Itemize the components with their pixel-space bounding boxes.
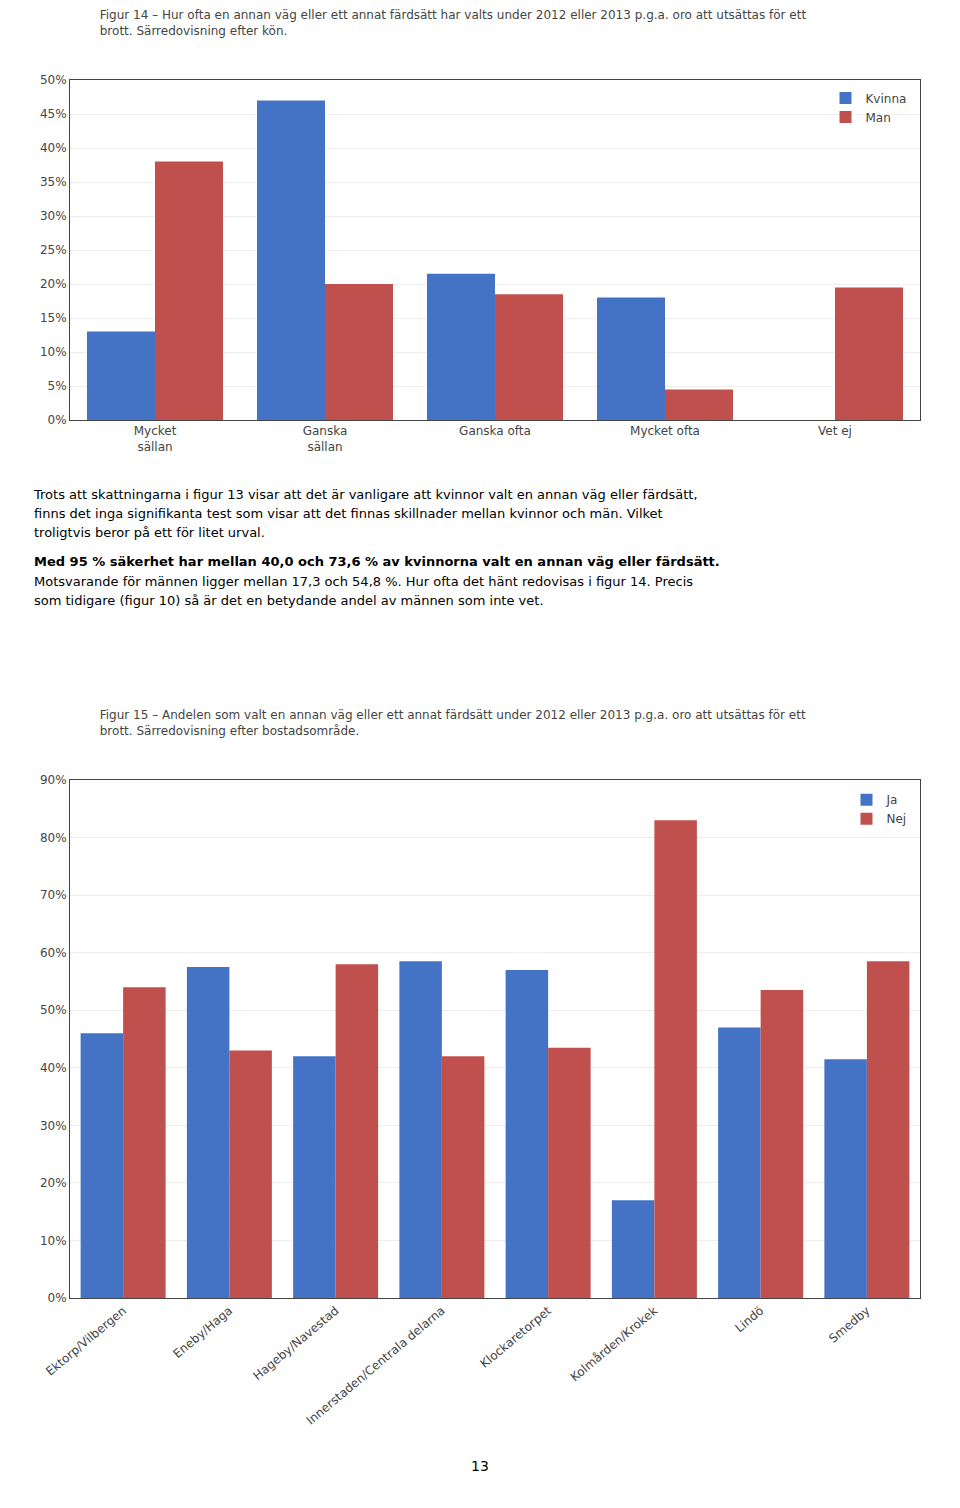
svg-text:Hageby/Navestad: Hageby/Navestad (251, 1304, 342, 1383)
svg-text:Smedby: Smedby (826, 1304, 873, 1346)
html-text:13: 13 (471, 1458, 489, 1474)
svg-text:30%: 30% (40, 209, 67, 223)
svg-text:20%: 20% (40, 1176, 67, 1190)
svg-text:0%: 0% (48, 1291, 67, 1305)
svg-text:Mycket ofta: Mycket ofta (630, 424, 700, 438)
svg-text:Figur 14 – Hur ofta en annan v: Figur 14 – Hur ofta en annan väg eller e… (100, 8, 807, 38)
svg-text:Vet ej: Vet ej (818, 424, 852, 438)
html-text:Trots att skattningarna i figu: Trots att skattningarna i figur 13 visar… (34, 487, 698, 540)
svg-text:70%: 70% (40, 888, 67, 902)
svg-text:60%: 60% (40, 946, 67, 960)
svg-text:35%: 35% (40, 175, 67, 189)
svg-text:40%: 40% (40, 141, 67, 155)
svg-text:25%: 25% (40, 243, 67, 257)
svg-text:10%: 10% (40, 1234, 67, 1248)
svg-text:Kolmården/Krokek: Kolmården/Krokek (568, 1304, 661, 1385)
svg-text:Ganska ofta: Ganska ofta (459, 424, 531, 438)
svg-text:5%: 5% (48, 379, 67, 393)
svg-text:10%: 10% (40, 345, 67, 359)
svg-text:45%: 45% (40, 107, 67, 121)
svg-text:50%: 50% (40, 73, 67, 87)
svg-text:20%: 20% (40, 277, 67, 291)
html-text:Med 95 % säkerhet har mellan 4: Med 95 % säkerhet har mellan 40,0 och 73… (34, 553, 720, 569)
svg-text:Ganskasällan: Ganskasällan (303, 424, 348, 454)
svg-text:15%: 15% (40, 311, 67, 325)
svg-text:Figur 15 – Andelen som valt en: Figur 15 – Andelen som valt en annan väg… (100, 708, 806, 738)
svg-text:50%: 50% (40, 1003, 67, 1017)
html-text:Motsvarande för männen ligger: Motsvarande för männen ligger mellan 17,… (34, 574, 694, 609)
svg-text:Innerstaden/Centrala delarna: Innerstaden/Centrala delarna (304, 1304, 448, 1428)
svg-text:Klockaretorpet: Klockaretorpet (478, 1303, 555, 1370)
svg-text:Lindö: Lindö (732, 1304, 766, 1336)
svg-text:30%: 30% (40, 1119, 67, 1133)
svg-text:Man: Man (866, 111, 891, 125)
svg-text:Ektorp/Vilbergen: Ektorp/Vilbergen (43, 1304, 129, 1379)
svg-text:Ja: Ja (886, 793, 898, 807)
svg-text:0%: 0% (48, 413, 67, 427)
svg-text:40%: 40% (40, 1061, 67, 1075)
svg-text:Mycketsällan: Mycketsällan (134, 424, 177, 454)
svg-text:80%: 80% (40, 831, 67, 845)
svg-text:90%: 90% (40, 773, 67, 787)
svg-text:Eneby/Haga: Eneby/Haga (170, 1304, 235, 1361)
svg-text:Nej: Nej (887, 812, 907, 826)
svg-text:Kvinna: Kvinna (866, 92, 907, 106)
